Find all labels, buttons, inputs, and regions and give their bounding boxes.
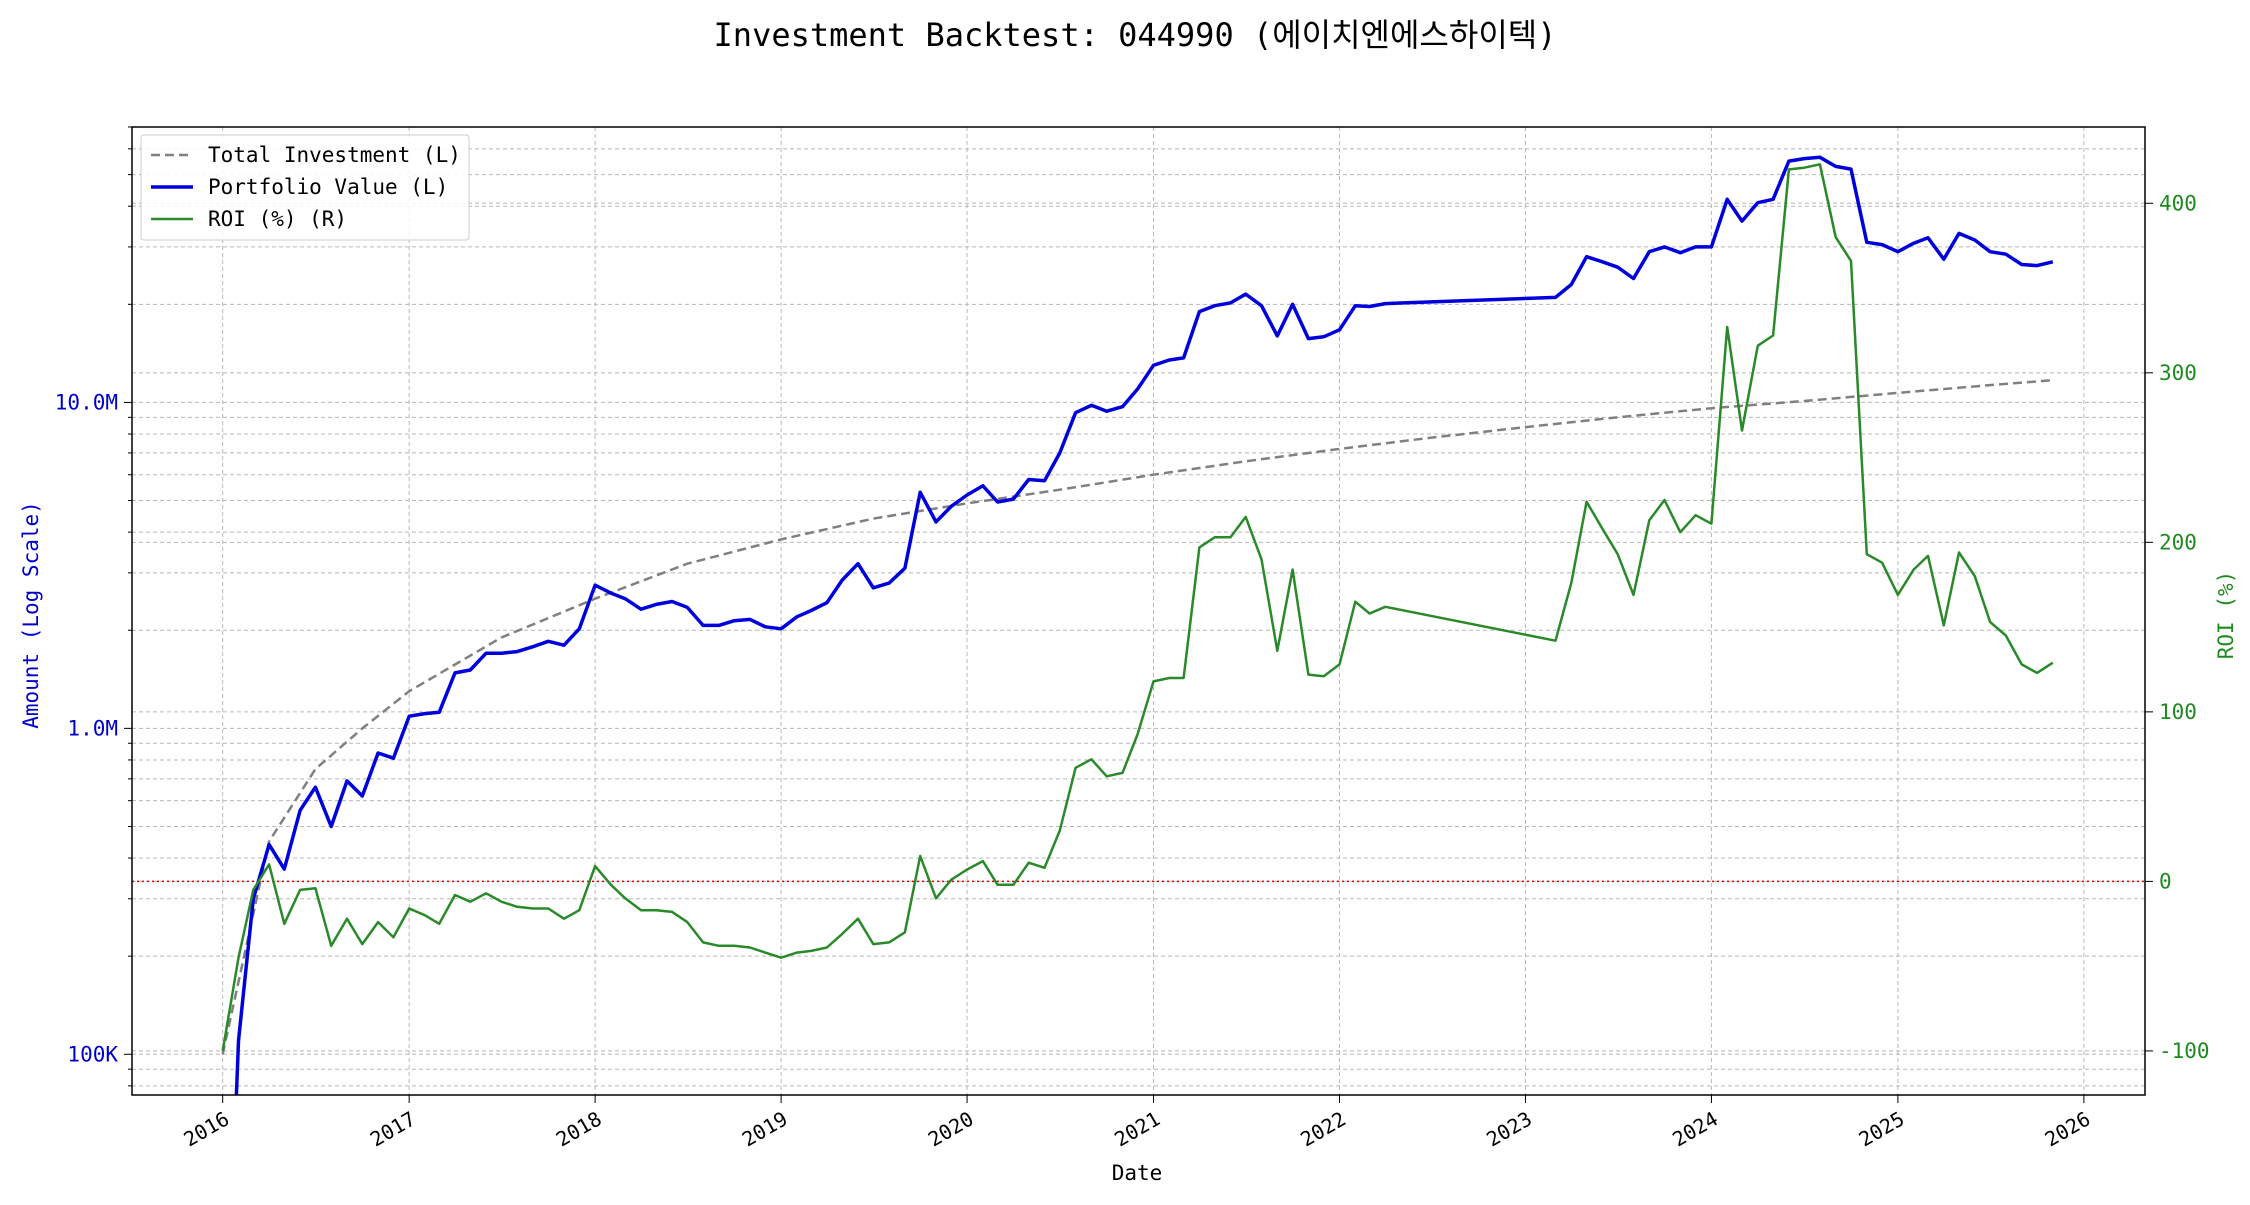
x-axis-label: Date (1112, 1161, 1163, 1185)
plot-frame (131, 126, 2146, 1096)
chart-title: Investment Backtest: 044990 (에이치엔에스하이텍) (714, 16, 1557, 54)
y-left-axis-label: Amount (Log Scale) (19, 501, 43, 729)
y-right-tick-label: -100 (2159, 1039, 2210, 1063)
y-left-tick-label: 1.0M (67, 716, 118, 740)
series-layer (132, 155, 2145, 1095)
legend-label: Portfolio Value (L) (208, 175, 448, 199)
y-right-tick-label: 200 (2159, 530, 2197, 554)
grid-layer (132, 126, 2145, 1095)
y-right-tick-label: 400 (2159, 191, 2197, 215)
series-line-0 (221, 378, 2053, 1055)
legend-layer: Total Investment (L) Portfolio Value (L) R… (140, 134, 470, 241)
y-left-tick-label: 10.0M (55, 390, 118, 414)
series-line-1 (234, 155, 2054, 1095)
y-right-tick-label: 100 (2159, 700, 2197, 724)
y-right-tick-label: 300 (2159, 361, 2197, 385)
series-line-2 (221, 163, 2054, 1052)
y-right-tick-label: 0 (2159, 869, 2172, 893)
y-right-axis-label: ROI (%) (2214, 571, 2238, 660)
y-left-tick-label: 100K (67, 1042, 118, 1066)
legend-label: Total Investment (L) (208, 143, 461, 167)
legend-box (140, 134, 470, 241)
legend-label: ROI (%) (R) (208, 207, 347, 231)
